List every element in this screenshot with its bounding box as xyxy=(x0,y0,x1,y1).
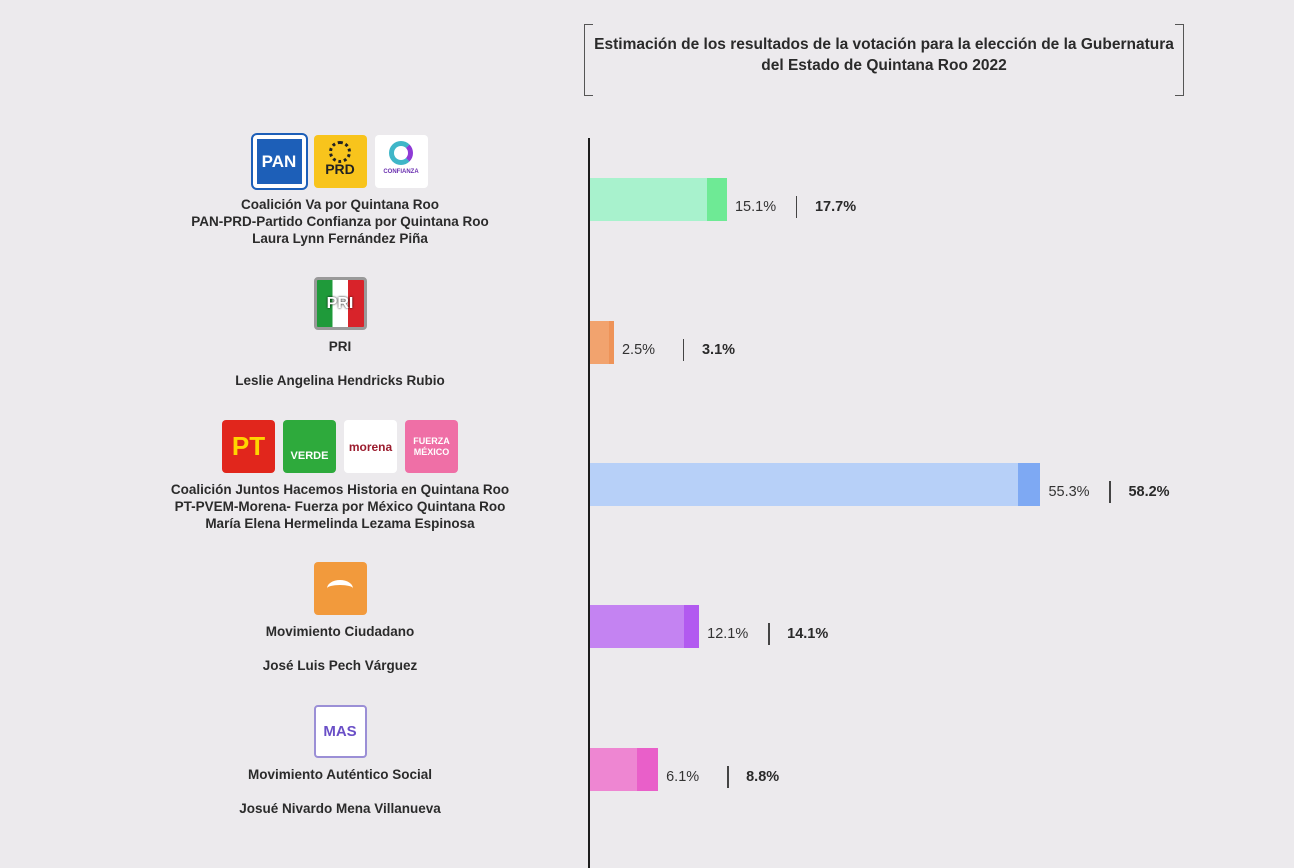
confianza-logo-icon: CONFIANZA xyxy=(374,135,428,188)
party-logos: PAN PRD CONFIANZA xyxy=(130,133,550,190)
value-label-high: 14.1% xyxy=(787,626,829,642)
chart-title-box: Estimación de los resultados de la votac… xyxy=(584,24,1184,96)
party-text-line: María Elena Hermelinda Lezama Espinosa xyxy=(205,516,475,531)
bar-range xyxy=(590,748,659,791)
party-block: PT VERDE morena FUERZA MÉXICO Coalición Junt… xyxy=(130,420,550,532)
party-text-line: Coalición Juntos Hacemos Historia en Qui… xyxy=(170,482,510,497)
value-label-high: 8.8% xyxy=(746,769,780,785)
pt-logo-icon: PT xyxy=(222,420,275,473)
pri-logo-icon: PRI xyxy=(313,277,367,330)
party-text-line: PRI xyxy=(328,339,352,354)
party-text-line: PAN-PRD-Partido Confianza por Quintana R… xyxy=(191,214,489,229)
party-text-gap xyxy=(130,783,550,800)
party-text-gap xyxy=(130,355,550,372)
party-text-line: Movimiento Ciudadano xyxy=(265,624,415,639)
movimiento-ciudadano-logo-icon xyxy=(313,562,367,615)
party-text-line: José Luis Pech Várguez xyxy=(262,658,418,673)
logo-text: PRI xyxy=(326,294,354,312)
bar-range xyxy=(590,605,700,648)
mas-logo-icon: MAS xyxy=(313,705,367,758)
confianza-ring-icon xyxy=(388,141,413,165)
sun-icon xyxy=(328,141,351,163)
value-label-low: 15.1% xyxy=(734,199,777,215)
bar-range xyxy=(590,463,1041,506)
party-text-line: PT-PVEM-Morena- Fuerza por México Quinta… xyxy=(174,499,506,514)
logo-text: PRD xyxy=(325,161,355,177)
value-label-high: 3.1% xyxy=(701,342,736,358)
bar-range xyxy=(590,321,614,364)
fuerza-mexico-logo-icon: FUERZA MÉXICO xyxy=(405,420,458,473)
party-block: PRI PRI Leslie Angelina Hendricks Rubio xyxy=(130,277,550,389)
bar-range-upper xyxy=(706,178,727,221)
value-separator xyxy=(1109,481,1111,503)
logo-text: PT xyxy=(231,431,266,461)
bar-range-upper xyxy=(1018,463,1041,506)
party-logos: MAS xyxy=(130,705,550,758)
party-text-line: Coalición Va por Quintana Roo xyxy=(240,197,440,212)
party-text-line: Leslie Angelina Hendricks Rubio xyxy=(235,373,445,388)
logo-text: MAS xyxy=(323,723,357,740)
value-label-low: 12.1% xyxy=(707,626,749,642)
party-text-line: Josué Nivardo Mena Villanueva xyxy=(239,801,441,816)
value-label-low: 6.1% xyxy=(666,769,700,785)
party-text-gap xyxy=(130,640,550,657)
verde-logo-icon: VERDE xyxy=(283,420,336,473)
party-text-line: Movimiento Auténtico Social xyxy=(247,767,433,782)
chart-axis-line xyxy=(588,138,590,868)
bar-range-upper xyxy=(683,605,700,648)
value-label-high: 17.7% xyxy=(814,199,857,215)
logo-text: VERDE xyxy=(290,450,329,462)
party-text-line: Laura Lynn Fernández Piña xyxy=(252,231,428,246)
logo-text: PAN xyxy=(261,151,297,171)
party-block: PAN PRD CONFIANZA Coalición Va por Quintana… xyxy=(130,133,550,247)
logo-text: FUERZA MÉXICO xyxy=(413,435,450,457)
party-block: Movimiento Ciudadano José Luis Pech Várgu… xyxy=(130,562,550,674)
value-separator xyxy=(768,623,770,645)
value-separator xyxy=(795,196,798,218)
bar-range-upper xyxy=(637,748,659,791)
pan-logo-icon: PAN xyxy=(250,133,308,190)
value-label-low: 2.5% xyxy=(621,342,656,358)
prd-logo-icon: PRD xyxy=(313,135,367,188)
value-separator xyxy=(682,339,685,361)
value-label-low: 55.3% xyxy=(1048,484,1090,500)
party-logos xyxy=(130,562,550,615)
chart-title: Estimación de los resultados de la votac… xyxy=(594,36,1174,74)
title-right-bracket xyxy=(1175,24,1184,96)
morena-logo-icon: morena xyxy=(344,420,397,473)
bar-range xyxy=(590,178,727,221)
party-block: MAS Movimiento Auténtico Social Josué Niva… xyxy=(130,705,550,817)
title-left-bracket xyxy=(584,24,593,96)
value-label-high: 58.2% xyxy=(1128,484,1170,500)
party-logos: PT VERDE morena FUERZA MÉXICO xyxy=(130,420,550,473)
eagle-icon xyxy=(327,580,353,597)
logo-text: CONFIANZA xyxy=(383,169,419,175)
logo-text: morena xyxy=(348,439,393,454)
value-separator xyxy=(727,766,729,788)
bar-range-upper xyxy=(609,321,614,364)
party-logos: PRI xyxy=(130,277,550,330)
